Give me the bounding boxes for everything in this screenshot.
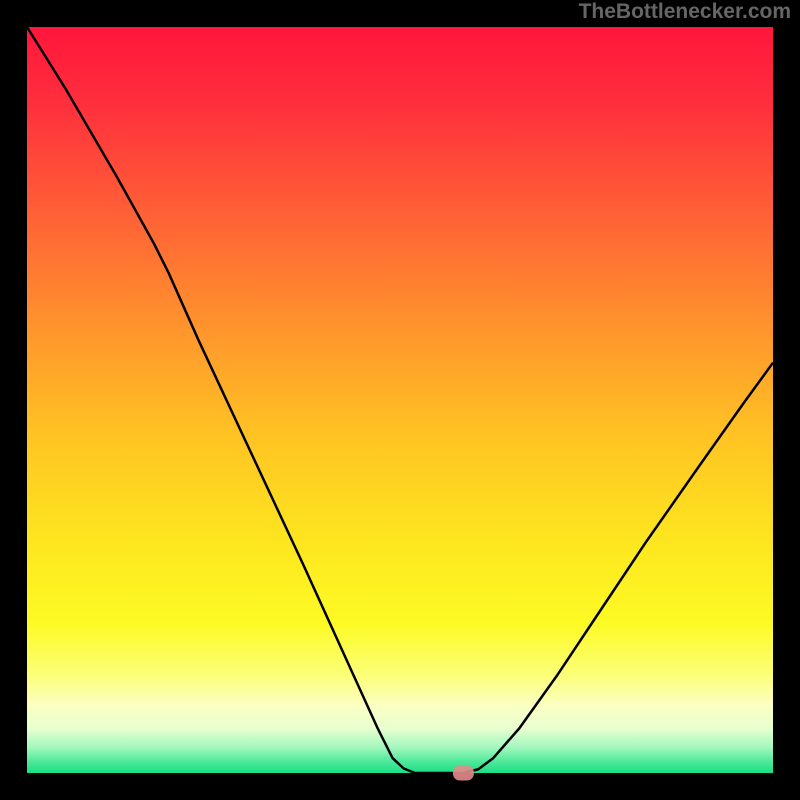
attribution-text: TheBottlenecker.com	[579, 0, 791, 24]
gradient-background	[27, 27, 773, 773]
bottleneck-chart	[0, 0, 800, 800]
optimal-point-marker	[453, 766, 474, 781]
